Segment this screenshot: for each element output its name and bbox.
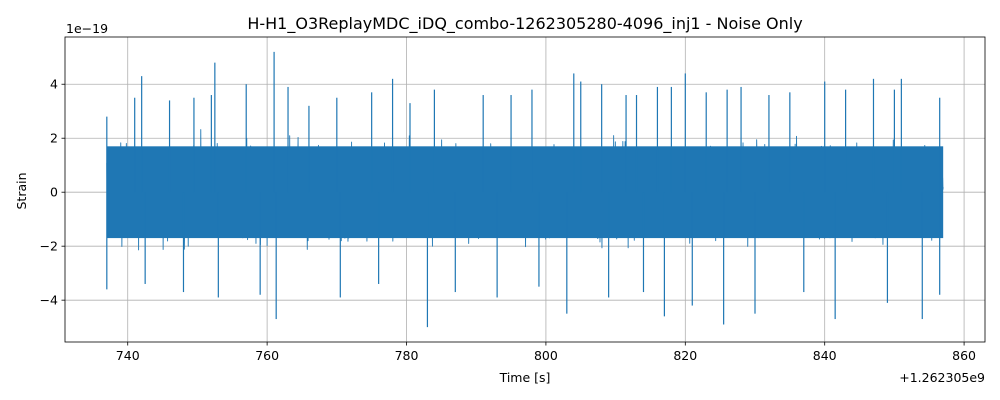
y-tick-label: 2 xyxy=(50,131,58,146)
x-offset-label: +1.262305e9 xyxy=(899,370,985,385)
plot-frame xyxy=(64,36,986,343)
y-scale-label: 1e−19 xyxy=(66,21,108,36)
y-axis-label: Strain xyxy=(14,172,29,209)
y-tick-label: −4 xyxy=(40,293,58,308)
y-tick-label: 0 xyxy=(50,185,58,200)
x-axis-label: Time [s] xyxy=(499,370,551,385)
chart-title: H-H1_O3ReplayMDC_iDQ_combo-1262305280-40… xyxy=(247,14,802,34)
x-tick-label: 860 xyxy=(952,348,976,363)
y-tick-label: 4 xyxy=(50,77,58,92)
axis-ticks: 740 760 780 800 820 840 860 −4 −2 0 2 4 xyxy=(40,77,977,363)
series-strain xyxy=(106,51,944,328)
x-tick-label: 760 xyxy=(255,348,279,363)
x-tick-label: 840 xyxy=(813,348,837,363)
x-tick-label: 820 xyxy=(673,348,697,363)
x-tick-label: 780 xyxy=(395,348,419,363)
x-tick-label: 800 xyxy=(534,348,558,363)
y-tick-label: −2 xyxy=(40,239,58,254)
x-tick-label: 740 xyxy=(116,348,140,363)
strain-envelope-fill xyxy=(106,146,944,239)
